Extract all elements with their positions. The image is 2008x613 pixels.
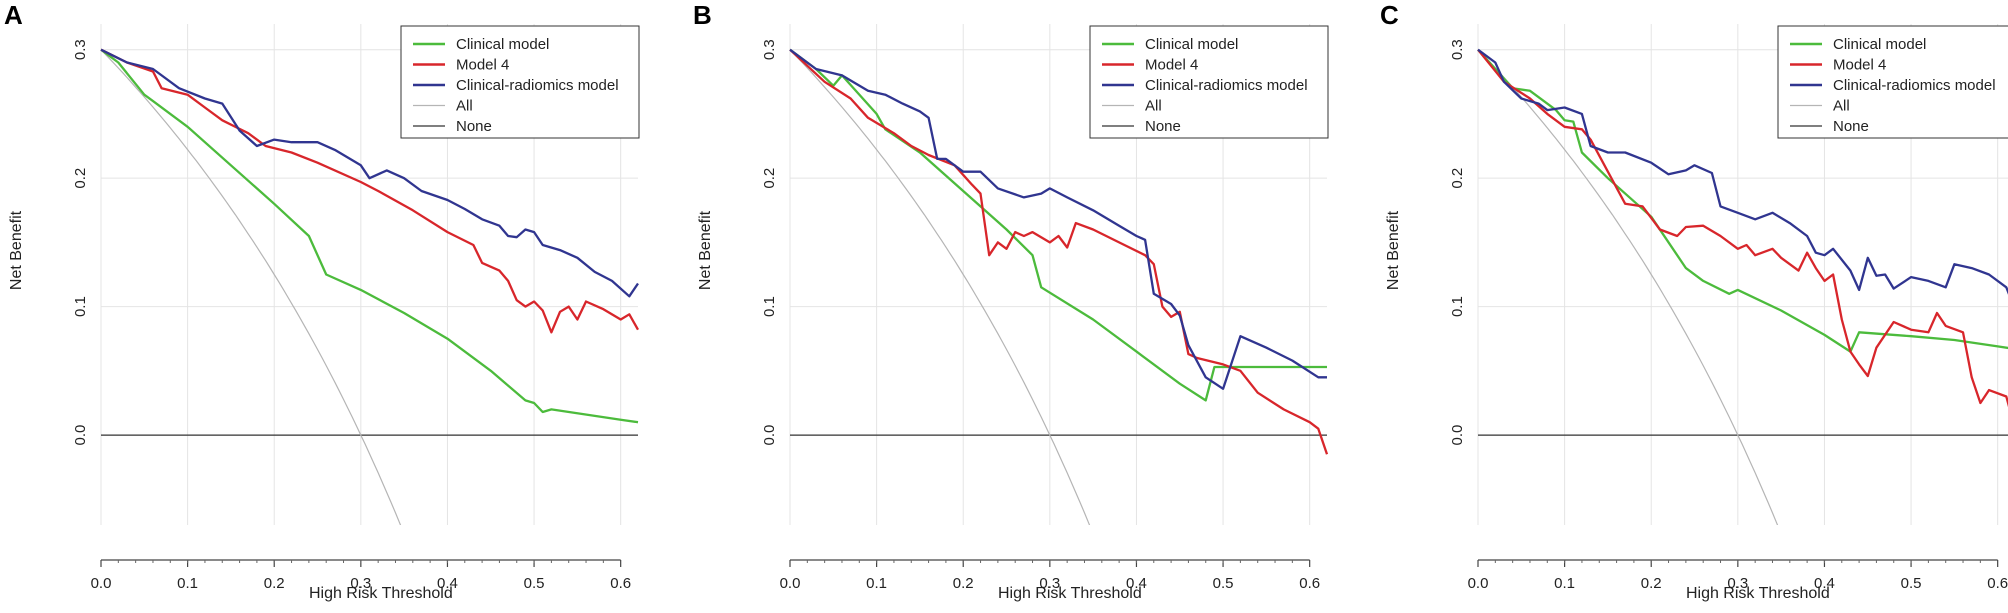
legend-label: Clinical-radiomics model [456,77,619,94]
legend-label: None [456,118,492,135]
legend-label: Model 4 [1145,57,1198,74]
legend-label: Model 4 [456,57,509,74]
x-tick-label: 0.5 [1901,575,1922,592]
y-axis-title: Net Benefit [1385,210,1402,290]
y-axis-title: Net Benefit [697,210,714,290]
legend-label: None [1833,118,1869,135]
x-tick-label: 0.1 [866,575,887,592]
y-tick-label: 0.0 [761,425,778,446]
y-tick-label: 0.1 [72,296,89,317]
legend-label: Clinical-radiomics model [1833,77,1996,94]
x-tick-label: 0.3 [350,575,371,592]
x-tick-label: 0.0 [1468,575,1489,592]
x-tick-label: 0.2 [953,575,974,592]
y-tick-label: 0.2 [72,168,89,189]
y-axis-title: Net Benefit [8,210,25,290]
x-tick-label: 0.5 [524,575,545,592]
series-line-clinical-model [100,48,639,424]
y-tick-label: 0.0 [72,425,89,446]
panel-letter: B [693,0,712,30]
x-tick-label: 0.2 [1641,575,1662,592]
panel-letter: A [4,0,23,30]
x-tick-label: 0.1 [1554,575,1575,592]
x-axis-title: High Risk Threshold [309,585,453,602]
x-tick-label: 0.4 [1126,575,1147,592]
legend-label: All [1833,98,1850,115]
x-tick-label: 0.6 [1987,575,2008,592]
x-tick-label: 0.4 [1814,575,1835,592]
legend-label: None [1145,118,1181,135]
series-line-clinical-model [1477,48,2008,353]
series-line-all [789,49,1091,525]
x-tick-label: 0.1 [177,575,198,592]
panel-letter: C [1380,0,1399,30]
y-tick-label: 0.3 [1449,39,1466,60]
x-axis-title: High Risk Threshold [1686,585,1830,602]
y-tick-label: 0.1 [761,296,778,317]
series-line-clinical-model [789,48,1327,402]
x-tick-label: 0.5 [1213,575,1234,592]
x-axis-title: High Risk Threshold [998,585,1142,602]
y-tick-label: 0.1 [1449,296,1466,317]
y-tick-label: 0.2 [761,168,778,189]
legend-label: Model 4 [1833,57,1886,74]
x-tick-label: 0.0 [91,575,112,592]
legend-label: Clinical model [1145,36,1238,53]
y-tick-label: 0.3 [72,39,89,60]
legend-label: Clinical-radiomics model [1145,77,1308,94]
series-line-clinical-radiomics-model [789,48,1327,390]
y-tick-label: 0.3 [761,39,778,60]
plot-area [100,48,640,525]
legend-label: All [1145,98,1162,115]
x-tick-label: 0.3 [1727,575,1748,592]
series-line-clinical-radiomics-model [100,48,639,298]
x-tick-label: 0.4 [437,575,458,592]
legend-label: Clinical model [456,36,549,53]
x-tick-label: 0.6 [610,575,631,592]
series-line-clinical-radiomics-model [1477,48,2008,295]
series-line-model-4 [1477,48,2008,408]
legend-label: Clinical model [1833,36,1926,53]
x-tick-label: 0.3 [1039,575,1060,592]
y-tick-label: 0.2 [1449,168,1466,189]
series-line-all [1477,49,1779,525]
x-tick-label: 0.2 [264,575,285,592]
series-line-model-4 [789,48,1329,455]
series-line-all [100,49,402,525]
plot-area [1477,48,2008,525]
x-tick-label: 0.6 [1299,575,1320,592]
y-tick-label: 0.0 [1449,425,1466,446]
legend-label: All [456,98,473,115]
x-tick-label: 0.0 [780,575,801,592]
plot-area [789,48,1329,525]
series-line-model-4 [100,48,640,334]
